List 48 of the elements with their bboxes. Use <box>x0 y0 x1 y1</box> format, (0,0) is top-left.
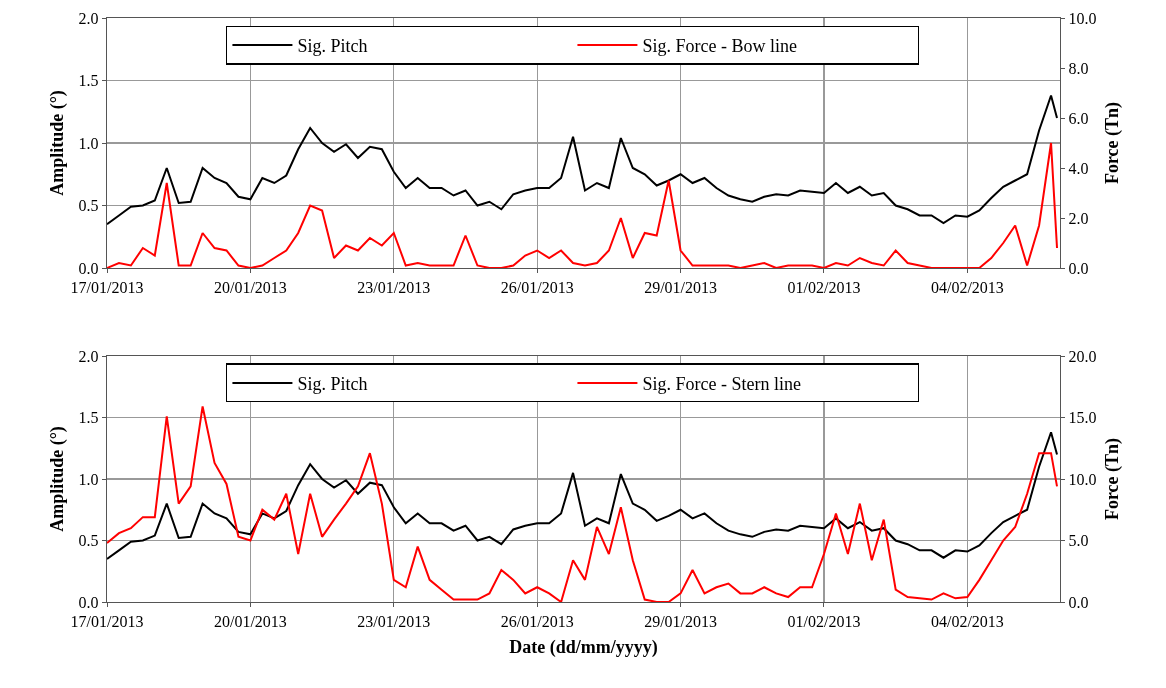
y-tick-label: 0.0 <box>78 593 99 611</box>
x-tick-label: 23/01/2013 <box>357 612 431 630</box>
y2-tick-label: 0.0 <box>1068 593 1089 611</box>
x-tick-label: 01/02/2013 <box>787 278 861 296</box>
legend-label: Sig. Force - Stern line <box>642 373 801 394</box>
y-axis-title: Amplitude (°) <box>46 426 68 532</box>
y2-tick-label: 0.0 <box>1068 259 1089 277</box>
legend-label: Sig. Pitch <box>297 36 368 57</box>
y2-tick-label: 6.0 <box>1068 109 1089 127</box>
y2-tick-label: 10.0 <box>1068 470 1097 488</box>
y-tick-label: 2.0 <box>78 9 99 27</box>
x-tick-label: 26/01/2013 <box>500 278 574 296</box>
x-tick-label: 17/01/2013 <box>70 612 144 630</box>
x-axis-title: Date (dd/mm/yyyy) <box>509 637 658 659</box>
legend-label: Sig. Force - Bow line <box>642 36 797 57</box>
y2-tick-label: 5.0 <box>1068 532 1089 550</box>
line-series <box>107 431 1059 560</box>
x-tick-label: 20/01/2013 <box>213 278 287 296</box>
x-tick-label: 23/01/2013 <box>357 278 431 296</box>
line-series <box>107 94 1059 226</box>
y-tick-label: 1.5 <box>78 409 99 427</box>
x-tick-label: 20/01/2013 <box>213 612 287 630</box>
x-tick-label: 04/02/2013 <box>930 612 1004 630</box>
y-tick-label: 1.0 <box>78 134 99 152</box>
y2-tick-label: 10.0 <box>1068 9 1097 27</box>
y-tick-label: 1.5 <box>78 72 99 90</box>
y2-tick-label: 15.0 <box>1068 409 1097 427</box>
legend-label: Sig. Pitch <box>297 373 368 394</box>
line-series <box>107 405 1059 602</box>
y2-tick-label: 20.0 <box>1068 347 1097 365</box>
y2-tick-label: 2.0 <box>1068 209 1089 227</box>
y-tick-label: 0.0 <box>78 259 99 277</box>
y2-tick-label: 4.0 <box>1068 159 1089 177</box>
y-tick-label: 0.5 <box>78 197 99 215</box>
x-tick-label: 29/01/2013 <box>644 612 718 630</box>
y2-tick-label: 8.0 <box>1068 59 1089 77</box>
line-series <box>107 142 1059 268</box>
x-tick-label: 29/01/2013 <box>644 278 718 296</box>
x-tick-label: 17/01/2013 <box>70 278 144 296</box>
y-tick-label: 2.0 <box>78 347 99 365</box>
y-tick-label: 0.5 <box>78 532 99 550</box>
x-tick-label: 01/02/2013 <box>787 612 861 630</box>
x-tick-label: 04/02/2013 <box>930 278 1004 296</box>
y2-axis-title: Force (Tn) <box>1102 437 1124 521</box>
y-axis-title: Amplitude (°) <box>46 90 68 196</box>
y2-axis-title: Force (Tn) <box>1102 101 1124 185</box>
x-tick-label: 26/01/2013 <box>500 612 574 630</box>
y-tick-label: 1.0 <box>78 470 99 488</box>
